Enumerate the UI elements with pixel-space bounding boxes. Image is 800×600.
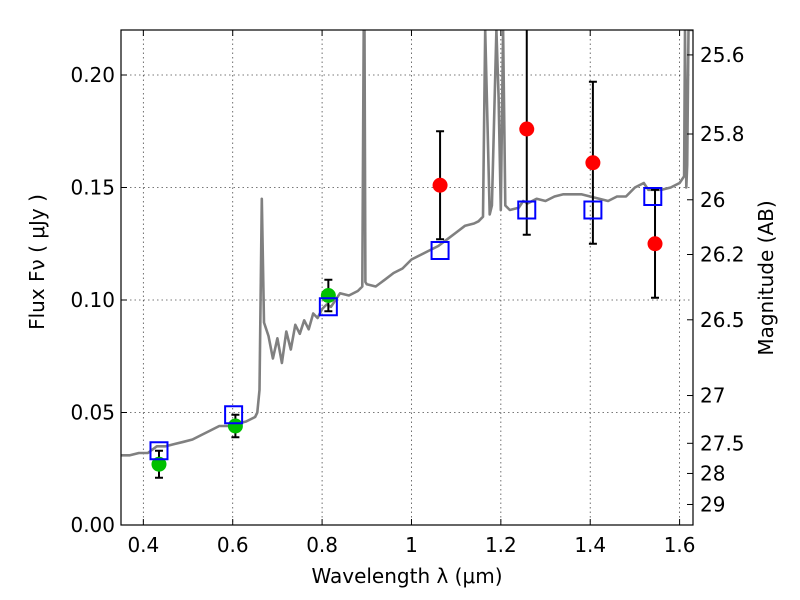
axis-ticks: 0.4 0.6 0.8 1 1.2 1.4 1.6 0.00 0.05 0.10 0.15 0.20 2… xyxy=(70,30,745,557)
x-tick-label: 1 xyxy=(405,533,418,557)
y-tick-label: 0.00 xyxy=(70,513,115,537)
y-tick-label: 0.15 xyxy=(70,176,115,200)
y-axis-label: Flux Fν ( μJy ) xyxy=(25,194,49,330)
magnitude-tick-label: 25.8 xyxy=(700,122,745,146)
model-band-square xyxy=(583,200,603,220)
magnitude-tick-label: 28 xyxy=(700,461,725,485)
magnitude-tick-label: 25.6 xyxy=(700,43,745,67)
x-tick-label: 1.4 xyxy=(574,533,606,557)
x-tick-label: 1.2 xyxy=(485,533,517,557)
model-spectrum-line xyxy=(121,30,693,457)
nir-point xyxy=(432,177,448,193)
magnitude-tick-label: 27.5 xyxy=(700,431,745,455)
optical-point xyxy=(227,418,243,434)
y-tick-label: 0.20 xyxy=(70,63,115,87)
nir-point xyxy=(519,121,535,137)
y-tick-label: 0.10 xyxy=(70,288,115,312)
nir-point xyxy=(647,236,663,252)
x-tick-label: 0.4 xyxy=(127,533,159,557)
magnitude-tick-label: 26.5 xyxy=(700,308,745,332)
nir-point xyxy=(585,155,601,171)
model-band-square xyxy=(149,441,169,461)
y-tick-label: 0.05 xyxy=(70,401,115,425)
optical-point xyxy=(320,288,336,303)
x-axis-label: Wavelength λ (μm) xyxy=(311,564,502,588)
magnitude-tick-label: 26 xyxy=(700,188,725,212)
plot-frame xyxy=(120,29,694,526)
x-tick-label: 0.8 xyxy=(306,533,338,557)
model-band-square xyxy=(430,241,450,260)
magnitude-tick-label: 27 xyxy=(700,384,725,408)
x-tick-label: 0.6 xyxy=(217,533,249,557)
model-band-square xyxy=(224,405,244,425)
model-band-square xyxy=(517,200,537,220)
optical-point xyxy=(151,456,167,472)
magnitude-tick-label: 29 xyxy=(700,492,725,516)
model-band-square xyxy=(643,187,663,206)
model-band-square xyxy=(318,297,338,317)
magnitude-tick-label: 26.2 xyxy=(700,242,745,266)
plot-area xyxy=(121,30,693,479)
x-tick-label: 1.6 xyxy=(664,533,696,557)
magnitude-axis-label: Magnitude (AB) xyxy=(754,200,778,355)
